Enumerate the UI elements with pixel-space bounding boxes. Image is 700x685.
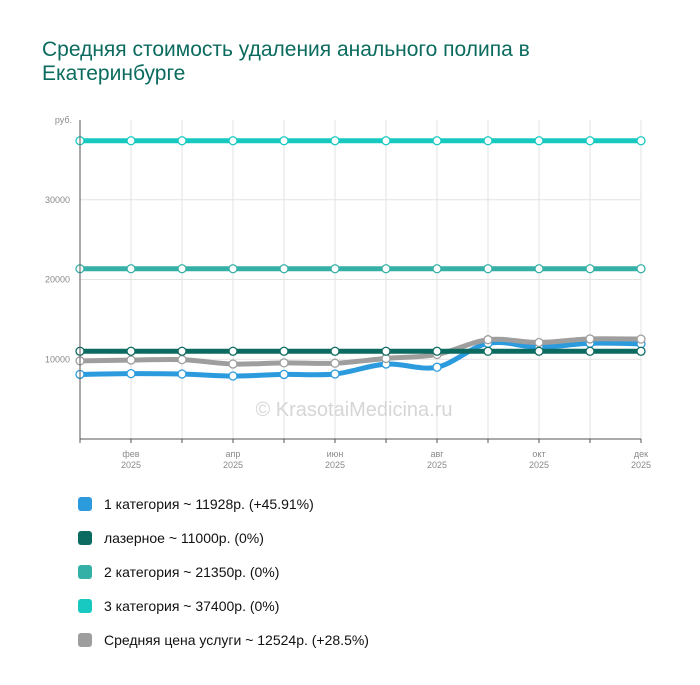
- data-point-laser: [126, 346, 136, 356]
- data-point-cat2: [330, 264, 340, 274]
- y-tick-label: 10000: [45, 354, 70, 364]
- data-point-avg: [330, 358, 340, 368]
- legend-item-4[interactable]: 3 категория ~ 37400р. (0%): [78, 589, 369, 623]
- data-point-laser: [483, 346, 493, 356]
- data-point-cat1: [126, 368, 136, 379]
- data-point-avg: [483, 335, 493, 345]
- x-tick-label: дек: [634, 449, 648, 459]
- legend-swatch-5: [78, 633, 92, 647]
- data-point-avg: [177, 354, 187, 365]
- data-point-cat2: [432, 264, 442, 274]
- data-point-cat3: [126, 136, 136, 146]
- x-tick-label: апр: [226, 449, 241, 459]
- data-point-laser: [585, 346, 595, 356]
- data-point-cat3: [381, 136, 391, 146]
- y-tick-label: 20000: [45, 275, 70, 285]
- data-point-laser: [534, 346, 544, 356]
- data-point-avg: [228, 359, 238, 369]
- data-point-cat2: [534, 264, 544, 274]
- legend-label-5: Средняя цена услуги ~ 12524р. (+28.5%): [104, 632, 369, 648]
- x-tick-label-year: 2025: [121, 460, 141, 470]
- chart-grid: [79, 120, 642, 439]
- x-tick-label-year: 2025: [325, 460, 345, 470]
- data-point-laser: [330, 346, 340, 356]
- legend-swatch-3: [78, 565, 92, 579]
- legend-swatch-1: [78, 497, 92, 511]
- y-axis-unit: руб.: [55, 115, 72, 125]
- data-point-cat2: [228, 264, 238, 274]
- data-point-cat3: [636, 136, 646, 146]
- x-tick-label-year: 2025: [427, 460, 447, 470]
- data-point-avg: [585, 334, 595, 344]
- chart-axes: 100002000030000руб.фев2025апр2025июн2025…: [45, 115, 651, 470]
- data-point-cat3: [177, 136, 187, 146]
- data-point-laser: [177, 346, 187, 356]
- x-tick-label: июн: [327, 449, 344, 459]
- data-point-cat3: [483, 136, 493, 146]
- data-point-cat3: [534, 136, 544, 146]
- x-tick-label-year: 2025: [529, 460, 549, 470]
- legend-item-1[interactable]: 1 категория ~ 11928р. (+45.91%): [78, 487, 369, 521]
- data-point-cat2: [636, 264, 646, 274]
- data-point-cat2: [483, 264, 493, 274]
- legend-label-1: 1 категория ~ 11928р. (+45.91%): [104, 496, 314, 512]
- legend-item-3[interactable]: 2 категория ~ 21350р. (0%): [78, 555, 369, 589]
- watermark: © KrasotaiMedicina.ru: [255, 399, 452, 421]
- data-point-cat2: [279, 264, 289, 274]
- data-point-cat1: [330, 369, 340, 379]
- legend-swatch-4: [78, 599, 92, 613]
- data-point-avg: [279, 358, 289, 368]
- data-point-cat3: [585, 136, 595, 146]
- data-point-cat3: [432, 136, 442, 146]
- data-point-laser: [381, 346, 391, 356]
- data-point-cat2: [381, 264, 391, 274]
- x-tick-label-year: 2025: [223, 460, 243, 470]
- data-point-avg: [636, 334, 646, 344]
- data-point-laser: [279, 346, 289, 356]
- x-tick-label: авг: [430, 449, 444, 459]
- chart-title: Средняя стоимость удаления анального пол…: [42, 38, 530, 85]
- legend-swatch-2: [78, 531, 92, 545]
- line-chart: © KrasotaiMedicina.ru 10000 20000 30000 руб…: [45, 115, 651, 470]
- legend-label-3: 2 категория ~ 21350р. (0%): [104, 564, 280, 580]
- data-point-avg: [126, 355, 136, 365]
- legend-label-2: лазерное ~ 11000р. (0%): [104, 530, 264, 546]
- x-tick-label-year: 2025: [631, 460, 651, 470]
- data-point-laser: [228, 346, 238, 356]
- legend-label-4: 3 категория ~ 37400р. (0%): [104, 598, 280, 614]
- data-point-cat2: [177, 264, 187, 274]
- data-point-cat1: [228, 371, 238, 381]
- data-point-cat3: [279, 136, 289, 146]
- data-point-cat2: [126, 264, 136, 274]
- data-point-avg: [534, 337, 544, 348]
- data-point-laser: [636, 346, 646, 356]
- data-point-cat1: [432, 362, 442, 372]
- data-point-cat2: [585, 264, 595, 274]
- legend: 1 категория ~ 11928р. (+45.91%) лазерное…: [78, 487, 369, 657]
- chart-series: [75, 136, 646, 381]
- data-point-cat1: [177, 369, 187, 379]
- legend-item-5[interactable]: Средняя цена услуги ~ 12524р. (+28.5%): [78, 623, 369, 657]
- data-point-cat3: [330, 136, 340, 146]
- x-tick-label: фев: [122, 449, 139, 459]
- x-tick-label: окт: [532, 449, 545, 459]
- data-point-cat1: [279, 369, 289, 380]
- data-point-laser: [432, 346, 442, 356]
- data-point-cat3: [228, 136, 238, 146]
- y-tick-label: 30000: [45, 195, 70, 205]
- legend-item-2[interactable]: лазерное ~ 11000р. (0%): [78, 521, 369, 555]
